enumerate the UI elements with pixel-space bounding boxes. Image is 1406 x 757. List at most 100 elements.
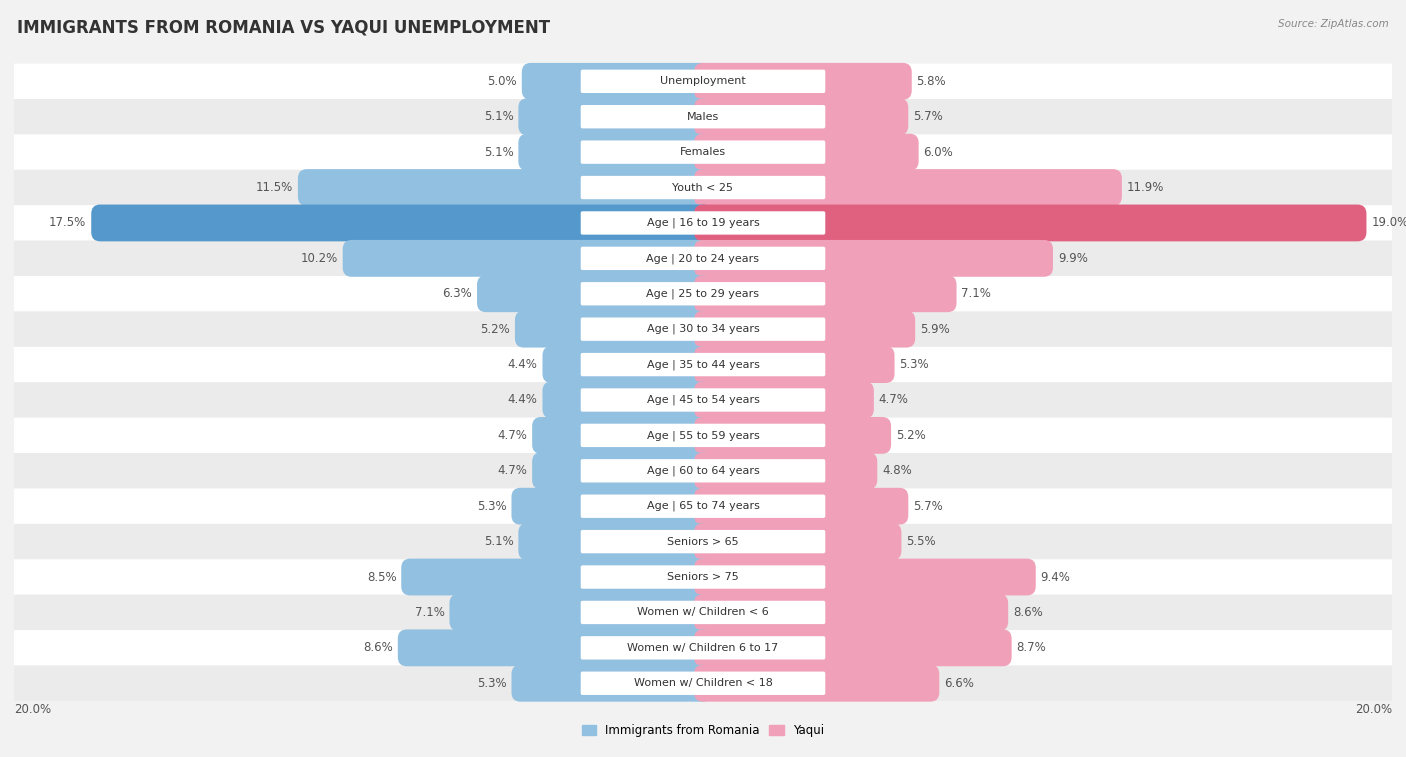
Text: 5.7%: 5.7%	[912, 111, 943, 123]
FancyBboxPatch shape	[14, 524, 1392, 559]
Text: 5.2%: 5.2%	[481, 322, 510, 335]
Text: Women w/ Children < 6: Women w/ Children < 6	[637, 607, 769, 618]
FancyBboxPatch shape	[581, 211, 825, 235]
Text: Females: Females	[681, 147, 725, 157]
Text: Age | 25 to 29 years: Age | 25 to 29 years	[647, 288, 759, 299]
FancyBboxPatch shape	[522, 63, 711, 100]
FancyBboxPatch shape	[581, 353, 825, 376]
FancyBboxPatch shape	[477, 276, 711, 312]
Text: 5.1%: 5.1%	[484, 145, 513, 159]
Text: 6.6%: 6.6%	[945, 677, 974, 690]
Text: 5.0%: 5.0%	[488, 75, 517, 88]
FancyBboxPatch shape	[91, 204, 711, 241]
Text: 5.5%: 5.5%	[907, 535, 936, 548]
FancyBboxPatch shape	[14, 488, 1392, 524]
FancyBboxPatch shape	[512, 488, 711, 525]
Text: 11.5%: 11.5%	[256, 181, 292, 194]
FancyBboxPatch shape	[519, 134, 711, 170]
FancyBboxPatch shape	[695, 382, 875, 419]
Text: Youth < 25: Youth < 25	[672, 182, 734, 192]
FancyBboxPatch shape	[343, 240, 711, 277]
Text: 4.7%: 4.7%	[498, 464, 527, 478]
Text: Seniors > 75: Seniors > 75	[666, 572, 740, 582]
Text: 4.7%: 4.7%	[498, 429, 527, 442]
FancyBboxPatch shape	[695, 346, 894, 383]
FancyBboxPatch shape	[581, 565, 825, 589]
FancyBboxPatch shape	[695, 311, 915, 347]
FancyBboxPatch shape	[695, 488, 908, 525]
FancyBboxPatch shape	[14, 170, 1392, 205]
FancyBboxPatch shape	[581, 317, 825, 341]
FancyBboxPatch shape	[695, 559, 1036, 596]
Text: Age | 65 to 74 years: Age | 65 to 74 years	[647, 501, 759, 512]
FancyBboxPatch shape	[515, 311, 711, 347]
FancyBboxPatch shape	[14, 64, 1392, 99]
FancyBboxPatch shape	[581, 105, 825, 129]
FancyBboxPatch shape	[14, 453, 1392, 488]
FancyBboxPatch shape	[14, 559, 1392, 595]
FancyBboxPatch shape	[581, 176, 825, 199]
FancyBboxPatch shape	[581, 636, 825, 659]
FancyBboxPatch shape	[695, 629, 1012, 666]
Text: Age | 20 to 24 years: Age | 20 to 24 years	[647, 253, 759, 263]
Text: 4.4%: 4.4%	[508, 394, 537, 407]
Text: 9.9%: 9.9%	[1057, 252, 1088, 265]
Text: Age | 45 to 54 years: Age | 45 to 54 years	[647, 394, 759, 405]
Text: 5.7%: 5.7%	[912, 500, 943, 512]
FancyBboxPatch shape	[581, 141, 825, 164]
FancyBboxPatch shape	[401, 559, 711, 596]
Text: 5.3%: 5.3%	[477, 677, 506, 690]
Text: 8.7%: 8.7%	[1017, 641, 1046, 654]
FancyBboxPatch shape	[14, 311, 1392, 347]
FancyBboxPatch shape	[695, 665, 939, 702]
FancyBboxPatch shape	[14, 665, 1392, 701]
FancyBboxPatch shape	[695, 594, 1008, 631]
Text: 17.5%: 17.5%	[49, 217, 86, 229]
Text: 20.0%: 20.0%	[14, 703, 51, 716]
Text: IMMIGRANTS FROM ROMANIA VS YAQUI UNEMPLOYMENT: IMMIGRANTS FROM ROMANIA VS YAQUI UNEMPLO…	[17, 19, 550, 37]
Text: 5.3%: 5.3%	[900, 358, 929, 371]
Text: 7.1%: 7.1%	[962, 287, 991, 301]
Text: 4.7%: 4.7%	[879, 394, 908, 407]
FancyBboxPatch shape	[14, 205, 1392, 241]
Text: 5.1%: 5.1%	[484, 111, 513, 123]
FancyBboxPatch shape	[581, 601, 825, 624]
FancyBboxPatch shape	[14, 630, 1392, 665]
Text: 4.8%: 4.8%	[882, 464, 912, 478]
FancyBboxPatch shape	[581, 282, 825, 306]
Text: Seniors > 65: Seniors > 65	[668, 537, 738, 547]
FancyBboxPatch shape	[519, 98, 711, 136]
Text: Age | 35 to 44 years: Age | 35 to 44 years	[647, 360, 759, 370]
FancyBboxPatch shape	[14, 99, 1392, 135]
FancyBboxPatch shape	[581, 459, 825, 482]
FancyBboxPatch shape	[14, 347, 1392, 382]
FancyBboxPatch shape	[14, 276, 1392, 311]
FancyBboxPatch shape	[298, 169, 711, 206]
FancyBboxPatch shape	[581, 388, 825, 412]
Text: 6.0%: 6.0%	[924, 145, 953, 159]
Text: 4.4%: 4.4%	[508, 358, 537, 371]
Text: 19.0%: 19.0%	[1371, 217, 1406, 229]
FancyBboxPatch shape	[695, 523, 901, 560]
FancyBboxPatch shape	[695, 204, 1367, 241]
Text: Males: Males	[688, 112, 718, 122]
FancyBboxPatch shape	[450, 594, 711, 631]
FancyBboxPatch shape	[543, 346, 711, 383]
FancyBboxPatch shape	[14, 595, 1392, 630]
FancyBboxPatch shape	[581, 424, 825, 447]
Text: 8.6%: 8.6%	[363, 641, 392, 654]
FancyBboxPatch shape	[531, 417, 711, 453]
Text: 7.1%: 7.1%	[415, 606, 444, 619]
FancyBboxPatch shape	[695, 98, 908, 136]
FancyBboxPatch shape	[519, 523, 711, 560]
Text: Unemployment: Unemployment	[661, 76, 745, 86]
FancyBboxPatch shape	[14, 241, 1392, 276]
Legend: Immigrants from Romania, Yaqui: Immigrants from Romania, Yaqui	[576, 719, 830, 742]
Text: 6.3%: 6.3%	[443, 287, 472, 301]
Text: 9.4%: 9.4%	[1040, 571, 1070, 584]
Text: 20.0%: 20.0%	[1355, 703, 1392, 716]
FancyBboxPatch shape	[512, 665, 711, 702]
Text: Age | 60 to 64 years: Age | 60 to 64 years	[647, 466, 759, 476]
FancyBboxPatch shape	[695, 169, 1122, 206]
Text: 8.6%: 8.6%	[1012, 606, 1043, 619]
